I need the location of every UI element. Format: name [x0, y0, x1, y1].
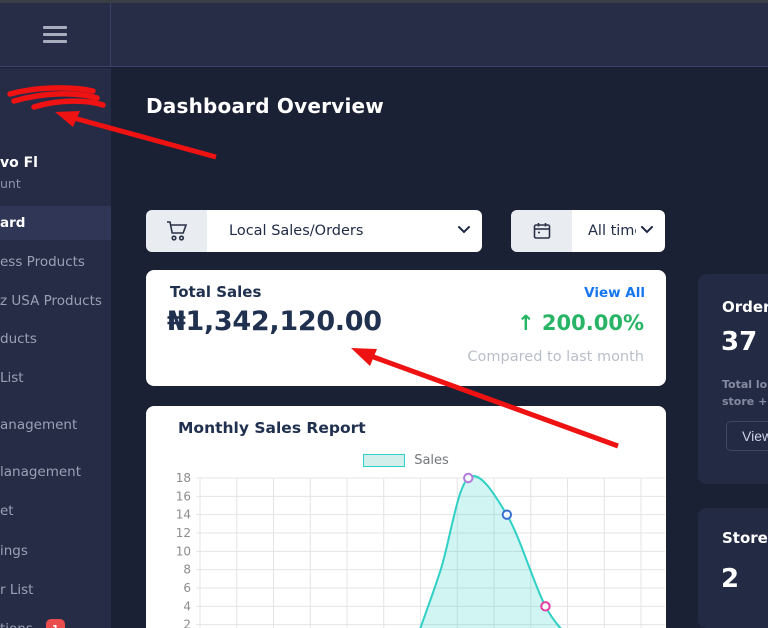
svg-text:2: 2: [183, 618, 191, 628]
sales-type-select-value: Local Sales/Orders: [229, 223, 364, 239]
stores-card-title: Store: [722, 529, 768, 547]
chevron-down-icon: [641, 226, 653, 234]
chevron-down-icon: [458, 226, 470, 234]
sidebar-item[interactable]: lanagement: [0, 455, 111, 489]
chart-legend: Sales: [146, 453, 666, 468]
sidebar-user-subtitle: unt: [0, 176, 21, 191]
stores-count: 2: [721, 564, 740, 594]
topbar: [0, 3, 768, 67]
sidebar: vo Fl unt ard ess Products z USA Products d…: [0, 68, 111, 628]
sales-type-filter: Local Sales/Orders: [146, 210, 482, 252]
view-all-link[interactable]: View All: [584, 285, 645, 301]
sidebar-item-label: r List: [0, 582, 34, 598]
sidebar-item-label: tions: [0, 621, 33, 628]
sidebar-user-name: vo Fl: [0, 155, 38, 171]
up-arrow-icon: ↑: [517, 311, 535, 335]
date-range-select-value: All time: [588, 223, 636, 239]
sidebar-item-label: ings: [0, 543, 28, 559]
sidebar-item[interactable]: ess Products: [0, 245, 111, 279]
sidebar-item[interactable]: ings: [0, 534, 111, 568]
total-sales-title: Total Sales: [170, 283, 262, 301]
window-top-strip: [0, 0, 768, 3]
sidebar-item-label: et: [0, 503, 14, 519]
svg-text:8: 8: [183, 563, 191, 577]
orders-card-title: Order: [722, 298, 768, 316]
sidebar-item[interactable]: ard: [0, 206, 111, 240]
legend-label: Sales: [414, 453, 449, 468]
hamburger-menu-icon[interactable]: [43, 26, 67, 43]
sales-area-chart: 18 16 14 12 10 8 6 4 2: [176, 471, 665, 628]
svg-text:12: 12: [176, 526, 191, 540]
sidebar-item-label: ard: [0, 215, 26, 231]
date-range-select[interactable]: All time: [572, 210, 665, 252]
sidebar-item[interactable]: ducts: [0, 322, 111, 356]
sidebar-item[interactable]: et: [0, 494, 111, 528]
svg-text:10: 10: [176, 544, 191, 558]
sidebar-item[interactable]: List: [0, 361, 111, 395]
topbar-brand-section: [0, 3, 111, 66]
orders-summary-card: Order 37 Total lo store + e View: [698, 274, 768, 484]
total-sales-amount: ₦1,342,120.00: [167, 306, 382, 337]
svg-text:18: 18: [176, 471, 191, 485]
notification-badge: 1: [45, 619, 65, 628]
sales-change-percent: ↑ 200.00%: [517, 311, 644, 335]
orders-count: 37: [721, 327, 758, 357]
sidebar-item[interactable]: z USA Products: [0, 284, 111, 318]
sales-compare-text: Compared to last month: [467, 349, 644, 365]
sidebar-item-label: List: [0, 370, 24, 386]
svg-text:14: 14: [176, 508, 191, 522]
legend-swatch: [363, 454, 406, 467]
monthly-sales-card: Monthly Sales Report Sales 18 16 14 12 10 8 6 4…: [146, 406, 666, 628]
svg-text:6: 6: [183, 581, 191, 595]
sidebar-item[interactable]: anagement: [0, 408, 111, 442]
page-title: Dashboard Overview: [146, 94, 384, 118]
sidebar-item-label: lanagement: [0, 464, 82, 480]
svg-text:16: 16: [176, 489, 191, 503]
total-sales-card: Total Sales View All ₦1,342,120.00 ↑ 200…: [146, 270, 666, 386]
orders-description: Total lo store + e: [722, 378, 768, 408]
stores-summary-card: Store 2: [698, 508, 768, 628]
svg-text:4: 4: [183, 599, 191, 613]
sidebar-item[interactable]: r List: [0, 573, 111, 607]
calendar-icon: [511, 210, 572, 252]
sidebar-item-label: ducts: [0, 331, 37, 347]
chart-title: Monthly Sales Report: [178, 419, 366, 437]
sidebar-item-label: ess Products: [0, 254, 85, 270]
sidebar-item-label: anagement: [0, 417, 78, 433]
sidebar-item-label: z USA Products: [0, 293, 102, 309]
date-range-filter: All time: [511, 210, 665, 252]
sales-type-select[interactable]: Local Sales/Orders: [207, 210, 482, 252]
cart-icon: [146, 210, 207, 252]
orders-view-button[interactable]: View: [726, 421, 768, 451]
sidebar-item[interactable]: tions 1: [0, 612, 111, 628]
